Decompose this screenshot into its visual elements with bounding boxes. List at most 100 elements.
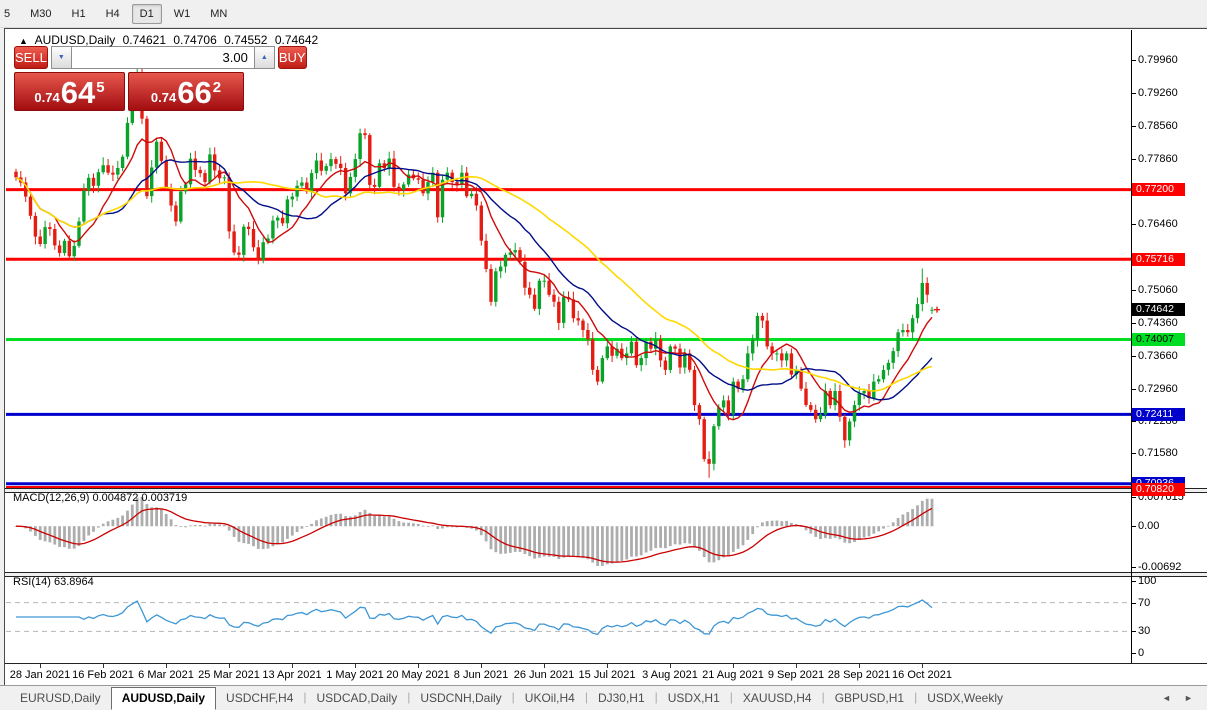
tab-separator: |	[821, 690, 825, 704]
timeframe-button-5[interactable]: 5	[4, 7, 11, 20]
date-tick-mark	[166, 664, 167, 668]
chart-tab-usdchf-h4[interactable]: USDCHF,H4	[226, 691, 294, 705]
chart-window: ▲ AUDUSD,Daily 0.74621 0.74706 0.74552 0…	[4, 28, 1207, 686]
date-tick-mark	[40, 664, 41, 668]
macd-pane[interactable]	[6, 491, 1131, 572]
date-tick-mark	[733, 664, 734, 668]
volume-decrease-button[interactable]: ▼	[50, 46, 72, 69]
timeframe-button-m30[interactable]: M30	[30, 7, 52, 20]
price-tick-mark	[1131, 323, 1136, 324]
price-tag-0.74007: 0.74007	[1132, 333, 1185, 346]
tab-separator: |	[407, 690, 411, 704]
timeframe-button-h4[interactable]: H4	[105, 7, 120, 20]
date-label: 28 Jan 2021	[9, 669, 71, 681]
sell-button[interactable]: SELL	[14, 46, 48, 69]
date-label: 15 Jul 2021	[578, 669, 636, 681]
ohlc-low: 0.74552	[224, 33, 268, 47]
indicator-tick-mark	[1131, 567, 1136, 568]
timeframe-button-mn[interactable]: MN	[210, 7, 228, 20]
buy-price-prefix: 0.74	[150, 90, 177, 105]
price-tick-mark	[1131, 93, 1136, 94]
date-label: 16 Feb 2021	[72, 669, 134, 681]
volume-increase-button[interactable]: ▲	[253, 46, 275, 69]
date-label: 6 Mar 2021	[138, 669, 194, 681]
macd-indicator-label: MACD(12,26,9) 0.004872 0.003719	[13, 492, 188, 504]
tab-scroll-right-arrow[interactable]: ►	[1184, 693, 1193, 703]
tab-scroll-left-arrow[interactable]: ◄	[1162, 693, 1171, 703]
price-tick-label: 0.74360	[1138, 317, 1178, 329]
date-label: 9 Sep 2021	[767, 669, 825, 681]
price-axis[interactable]	[1131, 30, 1132, 663]
indicator-tick-mark	[1131, 526, 1136, 527]
date-label: 25 Mar 2021	[198, 669, 260, 681]
date-tick-mark	[922, 664, 923, 668]
indicator-tick-mark	[1131, 497, 1136, 498]
indicator-tick-mark	[1131, 603, 1136, 604]
price-tag-0.72411: 0.72411	[1132, 408, 1185, 421]
pane-separator[interactable]	[5, 488, 1207, 493]
price-tick-mark	[1131, 453, 1136, 454]
tab-separator: |	[511, 690, 515, 704]
indicator-tick-mark	[1131, 653, 1136, 654]
one-click-trade-panel: SELL ▼ ▲ BUY 0.74 64 5 0.74 66 2	[14, 46, 307, 111]
price-tick-label: 0.79960	[1138, 54, 1178, 66]
price-tick-label: 0.76460	[1138, 218, 1178, 230]
price-tag-0.75716: 0.75716	[1132, 253, 1185, 266]
chart-tab-gbpusd-h1[interactable]: GBPUSD,H1	[834, 691, 905, 705]
rsi-pane[interactable]	[6, 575, 1131, 663]
date-tick-mark	[481, 664, 482, 668]
price-tick-mark	[1131, 290, 1136, 291]
ohlc-open: 0.74621	[122, 33, 167, 47]
chart-tab-usdcnh-daily[interactable]: USDCNH,Daily	[420, 691, 502, 705]
date-tick-mark	[103, 664, 104, 668]
sell-price-prefix: 0.74	[34, 90, 60, 105]
chart-tab-dj30-h1[interactable]: DJ30,H1	[597, 691, 645, 705]
ohlc-high: 0.74706	[173, 33, 217, 47]
volume-input[interactable]	[71, 46, 254, 69]
date-label: 1 May 2021	[326, 669, 384, 681]
date-label: 28 Sep 2021	[827, 669, 891, 681]
indicator-tick-label: 0	[1138, 647, 1145, 659]
chart-tab-usdx-h1[interactable]: USDX,H1	[667, 691, 720, 705]
chart-tab-eurusd-daily[interactable]: EURUSD,Daily	[20, 691, 101, 705]
timeframe-button-h1[interactable]: H1	[71, 7, 86, 20]
date-label: 8 Jun 2021	[453, 669, 509, 681]
timeframe-button-w1[interactable]: W1	[173, 7, 191, 20]
price-tick-label: 0.71580	[1138, 447, 1178, 459]
chart-tab-bar: EURUSD,Daily AUDUSD,Daily USDCHF,H4 | USDCAD…	[0, 685, 1207, 710]
date-tick-mark	[796, 664, 797, 668]
sell-price-big: 64	[60, 75, 96, 110]
price-tag-0.74642: 0.74642	[1132, 303, 1185, 316]
date-tick-mark	[670, 664, 671, 668]
chart-tab-usdcad-daily[interactable]: USDCAD,Daily	[316, 691, 398, 705]
sell-price-display[interactable]: 0.74 64 5	[14, 72, 125, 111]
tab-separator: |	[303, 690, 307, 704]
price-tick-mark	[1131, 224, 1136, 225]
chart-tab-xauusd-h4[interactable]: XAUUSD,H4	[742, 691, 812, 705]
timeframe-button-d1[interactable]: D1	[131, 3, 162, 24]
date-label: 21 Aug 2021	[702, 669, 764, 681]
chart-tab-audusd-daily[interactable]: AUDUSD,Daily	[110, 687, 217, 710]
price-tick-mark	[1131, 159, 1136, 160]
date-axis[interactable]: 28 Jan 2021 16 Feb 2021 6 Mar 2021 25 Mar 2…	[5, 663, 1207, 685]
ohlc-close: 0.74642	[274, 33, 319, 47]
collapse-arrow-icon[interactable]: ▲	[19, 36, 28, 46]
date-label: 16 Oct 2021	[892, 669, 952, 681]
price-tick-label: 0.73660	[1138, 350, 1178, 362]
indicator-tick-mark	[1131, 631, 1136, 632]
buy-button[interactable]: BUY	[277, 46, 307, 69]
indicator-tick-label: 0.00	[1138, 520, 1160, 532]
date-tick-mark	[607, 664, 608, 668]
buy-price-display[interactable]: 0.74 66 2	[128, 72, 244, 111]
price-tick-mark	[1131, 356, 1136, 357]
date-tick-mark	[355, 664, 356, 668]
date-tick-mark	[859, 664, 860, 668]
chart-tab-usdx-weekly[interactable]: USDX,Weekly	[927, 691, 1003, 705]
price-tag-0.70820: 0.70820	[1132, 483, 1185, 496]
price-tick-label: 0.77860	[1138, 153, 1178, 165]
chart-tab-ukoil-h4[interactable]: UKOil,H4	[524, 691, 575, 705]
date-tick-mark	[229, 664, 230, 668]
pane-separator[interactable]	[5, 572, 1207, 577]
date-label: 26 Jun 2021	[513, 669, 575, 681]
